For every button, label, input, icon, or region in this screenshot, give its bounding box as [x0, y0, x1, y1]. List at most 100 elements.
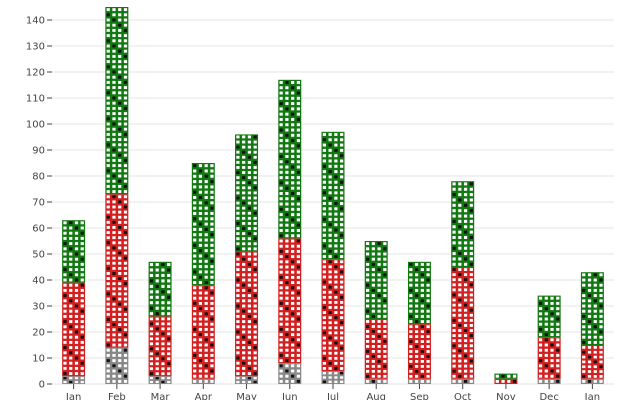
waffle-cell	[340, 233, 344, 237]
waffle-cell	[118, 122, 122, 126]
waffle-cell	[340, 380, 344, 384]
waffle-cell	[210, 169, 214, 173]
waffle-cell	[198, 211, 203, 215]
waffle-cell	[501, 379, 505, 383]
waffle-cell	[161, 332, 165, 336]
waffle-cell	[69, 372, 73, 376]
waffle-cell	[340, 341, 344, 345]
waffle-cell	[556, 338, 560, 342]
waffle-cell	[383, 369, 387, 373]
waffle-cell	[365, 364, 370, 368]
waffle-cell	[469, 219, 473, 223]
waffle-cell	[593, 350, 597, 354]
waffle-cell	[538, 374, 543, 378]
waffle-cell	[334, 265, 338, 269]
bar-segment	[148, 261, 172, 317]
waffle-cell	[253, 377, 257, 380]
waffle-cell	[340, 132, 344, 136]
x-tick-label: Mar	[151, 392, 171, 400]
waffle-cell	[80, 231, 84, 235]
waffle-cell	[69, 304, 73, 308]
waffle-cell	[365, 325, 370, 328]
waffle-cell	[334, 285, 338, 289]
bar	[451, 267, 475, 379]
waffle-cell	[242, 201, 246, 205]
waffle-cell	[285, 207, 289, 211]
waffle-cell	[279, 160, 283, 164]
waffle-cell	[118, 364, 122, 368]
waffle-cell	[377, 294, 381, 298]
waffle-cell	[106, 205, 110, 209]
waffle-cell	[112, 226, 116, 229]
waffle-cell	[210, 322, 214, 326]
waffle-cell	[118, 34, 122, 38]
waffle-cell	[155, 367, 159, 371]
waffle-cell	[74, 309, 79, 313]
waffle-cell	[599, 299, 603, 303]
waffle-cell	[377, 299, 381, 303]
waffle-cell	[328, 331, 332, 335]
waffle-cell	[458, 219, 462, 223]
waffle-cell	[167, 312, 171, 316]
waffle-cell	[365, 379, 370, 383]
waffle-cell	[63, 314, 67, 318]
waffle-cell	[155, 337, 159, 341]
waffle-cell	[544, 307, 548, 311]
waffle-cell	[296, 107, 301, 111]
waffle-cell	[296, 301, 301, 305]
waffle-cell	[106, 34, 110, 38]
waffle-cell	[587, 375, 592, 378]
waffle-cell	[106, 200, 110, 204]
bar-segment	[321, 131, 345, 260]
waffle-cell	[69, 273, 73, 277]
waffle-cell	[414, 320, 419, 324]
waffle-cell	[334, 295, 338, 299]
waffle-cell	[383, 252, 387, 256]
waffle-cell	[507, 374, 511, 378]
waffle-cell	[469, 324, 473, 327]
waffle-cell	[74, 262, 79, 266]
waffle-cell	[279, 112, 283, 116]
waffle-cell	[167, 306, 171, 310]
waffle-cell	[414, 262, 419, 266]
waffle-cell	[340, 217, 344, 221]
waffle-cell	[193, 206, 197, 210]
waffle-cell	[538, 348, 543, 352]
waffle-cell	[193, 196, 197, 200]
waffle-cell	[322, 260, 326, 264]
waffle-cell	[334, 371, 338, 375]
waffle-cell	[458, 214, 462, 218]
waffle-cell	[123, 282, 128, 286]
waffle-cell	[210, 317, 214, 321]
waffle-cell	[582, 314, 586, 318]
waffle-cell	[123, 8, 128, 12]
waffle-cell	[322, 280, 326, 284]
waffle-cell	[112, 200, 116, 204]
waffle-cell	[414, 268, 419, 272]
waffle-cell	[123, 287, 128, 291]
waffle-cell	[106, 231, 110, 234]
y-tick-label: 20	[32, 328, 45, 339]
waffle-cell	[123, 143, 128, 147]
waffle-cell	[371, 354, 375, 358]
waffle-cell	[322, 270, 326, 274]
waffle-cell	[204, 185, 208, 189]
waffle-cell	[383, 379, 387, 383]
waffle-cell	[452, 187, 456, 191]
waffle-cell	[149, 367, 154, 371]
waffle-cell	[155, 352, 159, 356]
waffle-cell	[210, 281, 214, 285]
waffle-cell	[365, 247, 370, 251]
waffle-cell	[106, 236, 110, 240]
waffle-cell	[383, 364, 387, 368]
waffle-cell	[285, 286, 289, 290]
waffle-cell	[118, 117, 122, 121]
waffle-cell	[340, 244, 344, 248]
waffle-cell	[377, 247, 381, 251]
waffle-cell	[247, 211, 252, 215]
waffle-cell	[463, 288, 468, 292]
waffle-cell	[322, 341, 326, 345]
waffle-cell	[377, 242, 381, 246]
waffle-cell	[123, 379, 128, 383]
waffle-cell	[340, 143, 344, 147]
